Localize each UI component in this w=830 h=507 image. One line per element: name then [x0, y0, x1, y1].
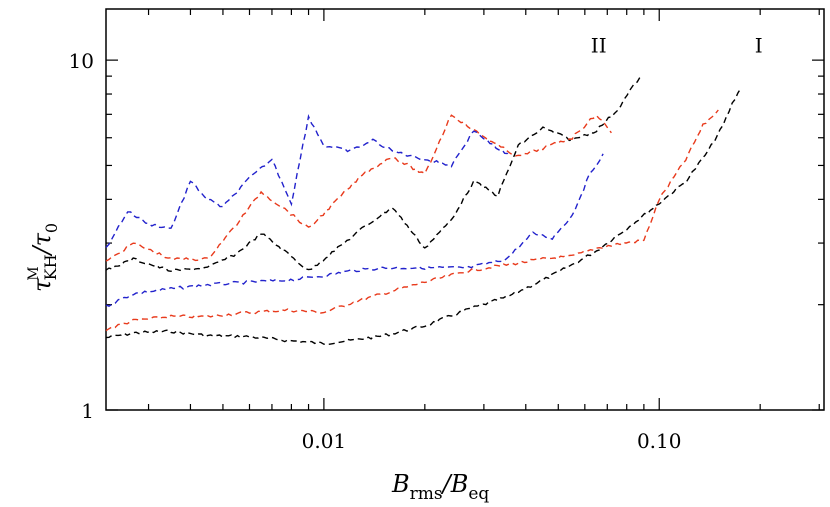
- series-line-2: [105, 153, 604, 307]
- annotation-1: I: [755, 34, 763, 58]
- y-axis-label: τMKH/τ0: [26, 223, 61, 292]
- annotation-0: II: [591, 34, 607, 58]
- plot-frame: [105, 8, 825, 411]
- series-line-0: [105, 88, 742, 345]
- series-line-3: [105, 75, 642, 273]
- y-tick-label-0: 1: [81, 399, 94, 423]
- series-line-5: [105, 113, 511, 248]
- axis-ticks: [106, 9, 824, 411]
- x-tick-label-1: 0.10: [637, 429, 682, 453]
- series-line-4: [105, 114, 612, 262]
- x-axis-label: Brms/Beq: [391, 470, 489, 504]
- series-group: [105, 75, 742, 345]
- series-line-1: [105, 109, 719, 332]
- x-tick-label-0: 0.01: [302, 429, 347, 453]
- y-tick-label-1: 10: [69, 49, 94, 73]
- annotations: II I: [591, 34, 763, 58]
- tick-labels: 0.01 0.10 1 10: [69, 49, 682, 453]
